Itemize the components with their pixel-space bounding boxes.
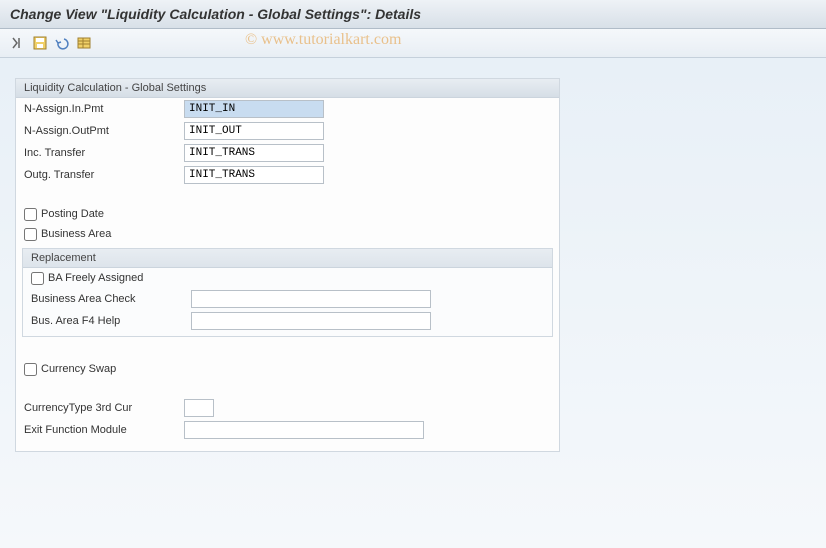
label-exit-function-module: Exit Function Module [24,424,184,436]
input-n-assign-in-pmt[interactable] [184,100,324,118]
input-outg-transfer[interactable] [184,166,324,184]
input-inc-transfer[interactable] [184,144,324,162]
checkbox-ba-freely-assigned[interactable] [31,272,44,285]
row-business-area-check: Business Area Check [23,288,552,310]
row-business-area: Business Area [16,224,559,244]
title-bar: Change View "Liquidity Calculation - Glo… [0,0,826,29]
row-inc-transfer: Inc. Transfer [16,142,559,164]
input-n-assign-out-pmt[interactable] [184,122,324,140]
label-currency-swap: Currency Swap [41,363,116,375]
toolbar [0,29,826,58]
label-inc-transfer: Inc. Transfer [24,147,184,159]
row-n-assign-out-pmt: N-Assign.OutPmt [16,120,559,142]
input-exit-function-module[interactable] [184,421,424,439]
panel-header: Liquidity Calculation - Global Settings [16,79,559,98]
input-currency-type-3rd[interactable] [184,399,214,417]
row-outg-transfer: Outg. Transfer [16,164,559,186]
row-currency-swap: Currency Swap [16,359,559,379]
checkbox-currency-swap[interactable] [24,363,37,376]
input-bus-area-f4-help[interactable] [191,312,431,330]
row-exit-function-module: Exit Function Module [16,419,559,441]
input-business-area-check[interactable] [191,290,431,308]
content-area: Liquidity Calculation - Global Settings … [0,58,826,548]
row-posting-date: Posting Date [16,204,559,224]
label-business-area: Business Area [41,228,111,240]
label-posting-date: Posting Date [41,208,104,220]
checkbox-posting-date[interactable] [24,208,37,221]
toolbar-undo-button[interactable] [52,33,72,53]
toolbar-table-button[interactable] [74,33,94,53]
row-n-assign-in-pmt: N-Assign.In.Pmt [16,98,559,120]
save-icon [32,35,48,51]
toolbar-toggle-button[interactable] [8,33,28,53]
toolbar-save-button[interactable] [30,33,50,53]
row-ba-freely-assigned: BA Freely Assigned [23,268,552,288]
undo-icon [54,35,70,51]
label-bus-area-f4-help: Bus. Area F4 Help [31,315,191,327]
label-outg-transfer: Outg. Transfer [24,169,184,181]
row-currency-type-3rd: CurrencyType 3rd Cur [16,397,559,419]
replacement-panel: Replacement BA Freely Assigned Business … [22,248,553,337]
page-title: Change View "Liquidity Calculation - Glo… [10,6,816,22]
row-bus-area-f4-help: Bus. Area F4 Help [23,310,552,332]
label-currency-type-3rd: CurrencyType 3rd Cur [24,402,184,414]
toggle-icon [10,35,26,51]
checkbox-business-area[interactable] [24,228,37,241]
form-panel: Liquidity Calculation - Global Settings … [15,78,560,452]
label-ba-freely-assigned: BA Freely Assigned [48,272,143,284]
label-n-assign-out-pmt: N-Assign.OutPmt [24,125,184,137]
table-icon [76,35,92,51]
replacement-header: Replacement [23,249,552,268]
label-n-assign-in-pmt: N-Assign.In.Pmt [24,103,184,115]
label-business-area-check: Business Area Check [31,293,191,305]
